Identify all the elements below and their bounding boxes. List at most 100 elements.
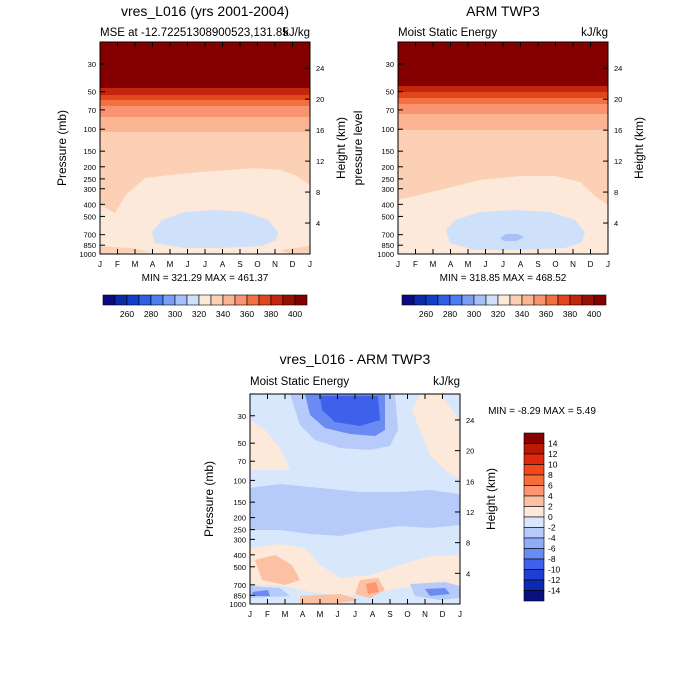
- colorbar-label: 4: [548, 491, 553, 501]
- x-tick-label: J: [336, 610, 340, 619]
- x-tick-label: O: [254, 260, 260, 269]
- contour-band: [250, 544, 460, 596]
- y-tick-label: 1000: [79, 250, 96, 259]
- colorbar-swatch: [557, 294, 571, 306]
- x-tick-label: N: [272, 260, 278, 269]
- colorbar-swatch: [210, 294, 224, 306]
- y-tick-label: 700: [381, 231, 394, 240]
- contour-band: [252, 590, 270, 596]
- y-axis-label: Pressure (mb): [202, 461, 216, 537]
- colorbar-label: 300: [168, 309, 182, 319]
- colorbar-label: -2: [548, 523, 556, 533]
- x-tick-label: S: [237, 260, 242, 269]
- x-tick-label: F: [115, 260, 120, 269]
- y-tick-label: 1000: [229, 600, 246, 609]
- y-tick-label: 200: [83, 163, 96, 172]
- y-right-tick-label: 24: [614, 64, 622, 73]
- y-right-tick-label: 16: [614, 126, 622, 135]
- contour-band: [446, 210, 585, 250]
- y-right-tick-label: 12: [466, 508, 474, 517]
- panel-left-string: Moist Static Energy: [398, 27, 497, 39]
- y-tick-label: 30: [88, 60, 96, 69]
- colorbar-swatch: [198, 294, 212, 306]
- y-tick-label: 300: [233, 535, 246, 544]
- y-right-tick-label: 4: [466, 569, 470, 578]
- colorbar-swatch: [523, 558, 545, 570]
- colorbar-swatch: [521, 294, 535, 306]
- colorbar-swatch: [569, 294, 583, 306]
- y-axis-label: Pressure (mb): [55, 110, 69, 186]
- y-right-tick-label: 24: [466, 416, 474, 425]
- colorbar-label: -10: [548, 565, 561, 575]
- colorbar-swatch: [150, 294, 164, 306]
- panel-model-mse: vres_L016 (yrs 2001-2004) MSE at -12.722…: [55, 3, 348, 284]
- x-tick-label: J: [501, 260, 505, 269]
- x-tick-label: S: [387, 610, 392, 619]
- y-tick-label: 150: [83, 147, 96, 156]
- colorbar-swatch: [114, 294, 128, 306]
- x-tick-label: J: [606, 260, 610, 269]
- y-right-tick-label: 12: [316, 157, 324, 166]
- x-tick-label: J: [396, 260, 400, 269]
- colorbar-swatch: [545, 294, 559, 306]
- y-tick-label: 850: [233, 591, 246, 600]
- colorbar-swatch: [523, 495, 545, 507]
- y-right-tick-label: 12: [614, 157, 622, 166]
- colorbar-swatch: [485, 294, 499, 306]
- colorbar-swatch: [523, 453, 545, 465]
- y-tick-label: 400: [83, 200, 96, 209]
- panel-difference: vres_L016 - ARM TWP3 Moist Static Energy…: [202, 351, 596, 619]
- colorbar-swatch: [449, 294, 463, 306]
- x-tick-label: M: [317, 610, 324, 619]
- y-right-tick-label: 20: [316, 95, 324, 104]
- x-tick-label: O: [552, 260, 558, 269]
- panel-right-string: kJ/kg: [433, 376, 460, 388]
- x-tick-label: M: [132, 260, 139, 269]
- x-tick-label: J: [458, 610, 462, 619]
- colorbar-label: 6: [548, 481, 553, 491]
- contour-band: [250, 484, 460, 536]
- y-right-tick-label: 24: [316, 64, 324, 73]
- x-tick-label: A: [448, 260, 454, 269]
- colorbar-swatch: [593, 294, 607, 306]
- colorbar-label: 8: [548, 470, 553, 480]
- contour-band: [100, 246, 150, 254]
- contour-band: [152, 210, 278, 248]
- colorbar-swatch: [523, 537, 545, 549]
- y-tick-label: 250: [83, 175, 96, 184]
- y-tick-label: 500: [381, 212, 394, 221]
- contour-band: [100, 86, 310, 95]
- colorbar-swatch: [523, 590, 545, 602]
- colorbar-label: 12: [548, 449, 558, 459]
- colorbar-swatch: [523, 548, 545, 560]
- colorbar-swatch: [473, 294, 487, 306]
- y-tick-label: 30: [386, 60, 394, 69]
- colorbar-swatch: [523, 474, 545, 486]
- x-tick-label: J: [203, 260, 207, 269]
- stats-text: MIN = 321.29 MAX = 461.37: [142, 273, 269, 284]
- contour-band: [398, 42, 608, 86]
- colorbar-swatch: [234, 294, 248, 306]
- stats-text: MIN = -8.29 MAX = 5.49: [488, 406, 596, 417]
- contour-band: [398, 112, 608, 130]
- colorbar-swatch: [126, 294, 140, 306]
- colorbar-label: 2: [548, 502, 553, 512]
- panel-title: vres_L016 (yrs 2001-2004): [121, 3, 289, 19]
- colorbar-swatch: [509, 294, 523, 306]
- y-tick-label: 50: [386, 88, 394, 97]
- contour-band: [320, 396, 380, 426]
- colorbar-swatch: [523, 506, 545, 518]
- colorbar-swatch: [102, 294, 116, 306]
- y-right-tick-label: 16: [466, 477, 474, 486]
- y-tick-label: 250: [381, 175, 394, 184]
- colorbar-label: 10: [548, 460, 558, 470]
- x-tick-label: A: [300, 610, 306, 619]
- colorbar-label: 280: [443, 309, 457, 319]
- contour-band: [366, 582, 379, 594]
- x-tick-label: J: [248, 610, 252, 619]
- colorbar-swatch: [437, 294, 451, 306]
- colorbar-label: 340: [216, 309, 230, 319]
